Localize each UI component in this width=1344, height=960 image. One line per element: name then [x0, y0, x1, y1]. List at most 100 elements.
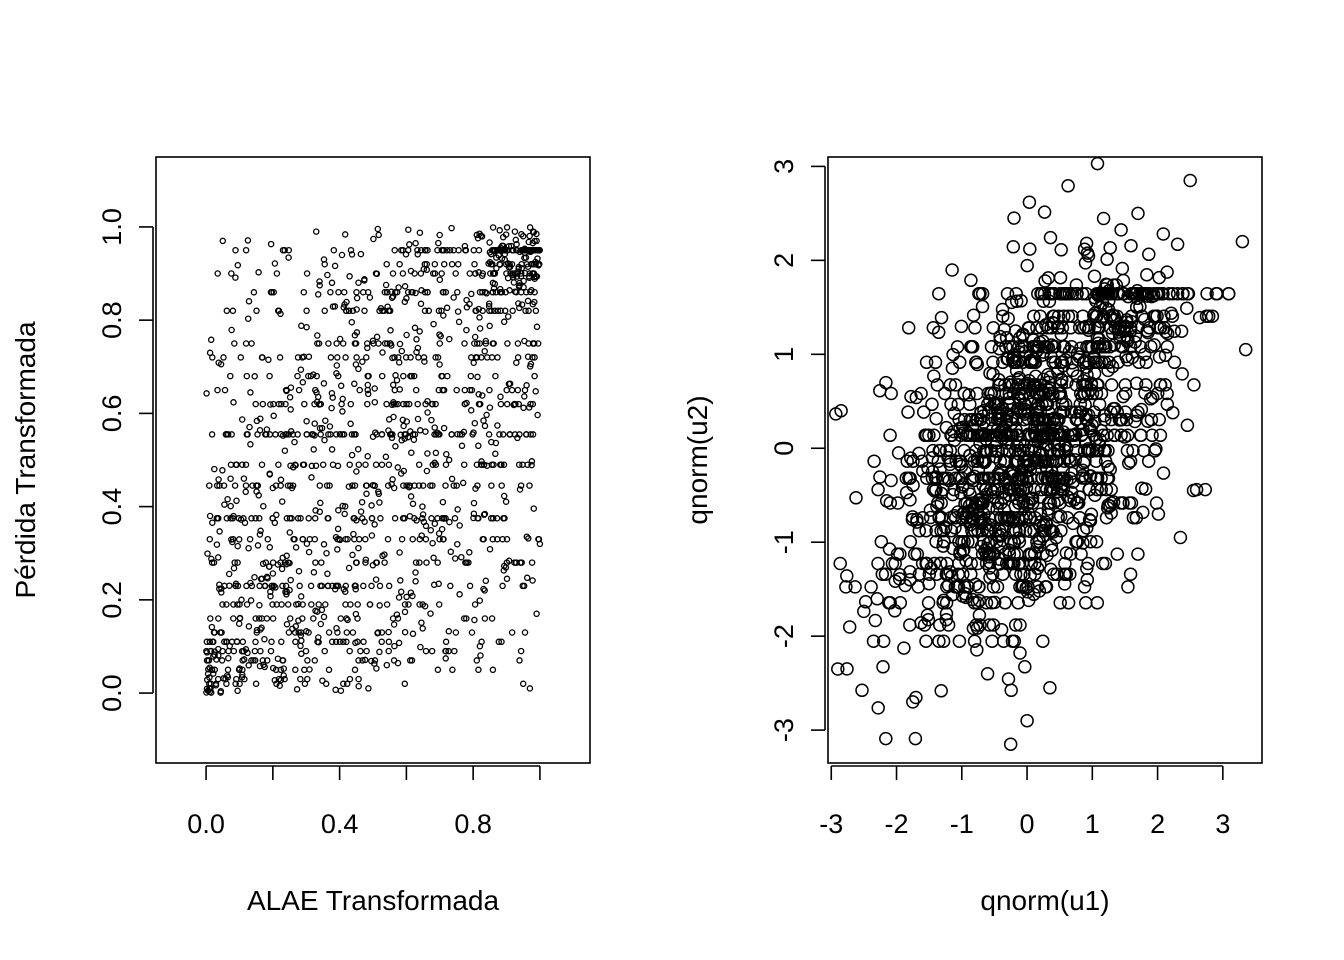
x-tick-label: -2 [885, 809, 909, 839]
data-point [242, 488, 249, 496]
data-point [1140, 324, 1154, 338]
data-point [292, 638, 299, 646]
data-point [297, 515, 304, 522]
data-point [483, 290, 490, 297]
data-point [399, 270, 407, 277]
data-point [257, 647, 264, 655]
data-point [1018, 660, 1032, 674]
data-point [392, 400, 399, 408]
data-point [1020, 713, 1034, 728]
data-point [934, 496, 948, 510]
data-point [873, 383, 887, 398]
data-point [448, 475, 456, 483]
data-point [251, 647, 259, 655]
data-point [906, 478, 920, 493]
data-point [248, 657, 255, 664]
data-point [958, 496, 972, 511]
x-tick-label: 0 [1020, 809, 1035, 839]
data-point [340, 585, 348, 593]
data-point [1095, 296, 1110, 310]
data-point [1156, 466, 1171, 480]
data-point [525, 272, 533, 280]
data-point [253, 417, 261, 425]
data-point [475, 400, 483, 408]
data-point [383, 260, 390, 268]
data-point [1042, 286, 1056, 301]
data-point [328, 446, 336, 453]
data-point [297, 675, 304, 683]
data-point [1016, 473, 1030, 487]
data-point [1146, 309, 1161, 323]
data-point [292, 544, 300, 551]
data-point [1022, 496, 1036, 510]
data-point [275, 675, 283, 683]
data-point [523, 382, 530, 389]
data-point [224, 495, 231, 503]
data-point [521, 269, 529, 277]
data-point [503, 270, 510, 277]
data-point [1120, 428, 1135, 443]
data-point [263, 657, 271, 664]
data-point [378, 629, 386, 636]
data-point [1057, 577, 1072, 591]
data-point [1005, 352, 1020, 367]
data-point [331, 262, 339, 270]
data-point [903, 573, 917, 587]
data-point [529, 431, 537, 438]
data-point [256, 582, 263, 590]
data-point [445, 456, 453, 464]
data-point [375, 231, 382, 239]
data-point [286, 615, 294, 622]
data-point [324, 570, 331, 578]
data-point [1011, 454, 1025, 468]
data-point [480, 585, 487, 593]
data-point [1038, 412, 1052, 427]
x-axis-label-left: ALAE Transformada [247, 885, 500, 916]
data-point [215, 359, 222, 366]
data-point [256, 662, 264, 670]
data-point [1166, 286, 1180, 301]
data-point [419, 601, 426, 608]
data-point [347, 601, 354, 608]
data-point [1054, 378, 1069, 392]
data-point [904, 451, 918, 465]
data-point [371, 482, 379, 490]
data-point [526, 482, 533, 489]
data-point [355, 682, 362, 690]
data-point [912, 523, 927, 538]
data-point [389, 354, 396, 362]
data-point [312, 462, 320, 469]
data-point [280, 672, 287, 679]
data-point [390, 657, 398, 664]
data-point [884, 473, 898, 488]
data-point [984, 596, 999, 610]
data-point [460, 615, 468, 622]
data-point [404, 288, 412, 296]
data-point [977, 455, 992, 470]
data-point [414, 246, 421, 254]
data-point [1149, 286, 1164, 301]
data-point [941, 618, 956, 632]
data-point [906, 454, 920, 468]
data-point [352, 340, 360, 347]
data-point [1114, 223, 1128, 237]
x-tick-label: 0.4 [321, 809, 359, 839]
data-point [526, 232, 533, 240]
data-point [1144, 412, 1159, 427]
data-point [493, 515, 501, 522]
data-point [1042, 294, 1057, 308]
data-point [1016, 494, 1031, 509]
data-point [463, 296, 470, 304]
data-point [401, 608, 409, 616]
data-point [1058, 397, 1073, 412]
data-point [333, 340, 340, 347]
data-point [986, 321, 1001, 335]
data-point [294, 515, 302, 522]
data-point [365, 685, 372, 692]
data-point [871, 556, 885, 571]
data-point [1066, 475, 1080, 489]
data-point [840, 662, 854, 676]
data-point [368, 582, 375, 590]
data-point [528, 559, 536, 566]
data-point [381, 340, 389, 347]
